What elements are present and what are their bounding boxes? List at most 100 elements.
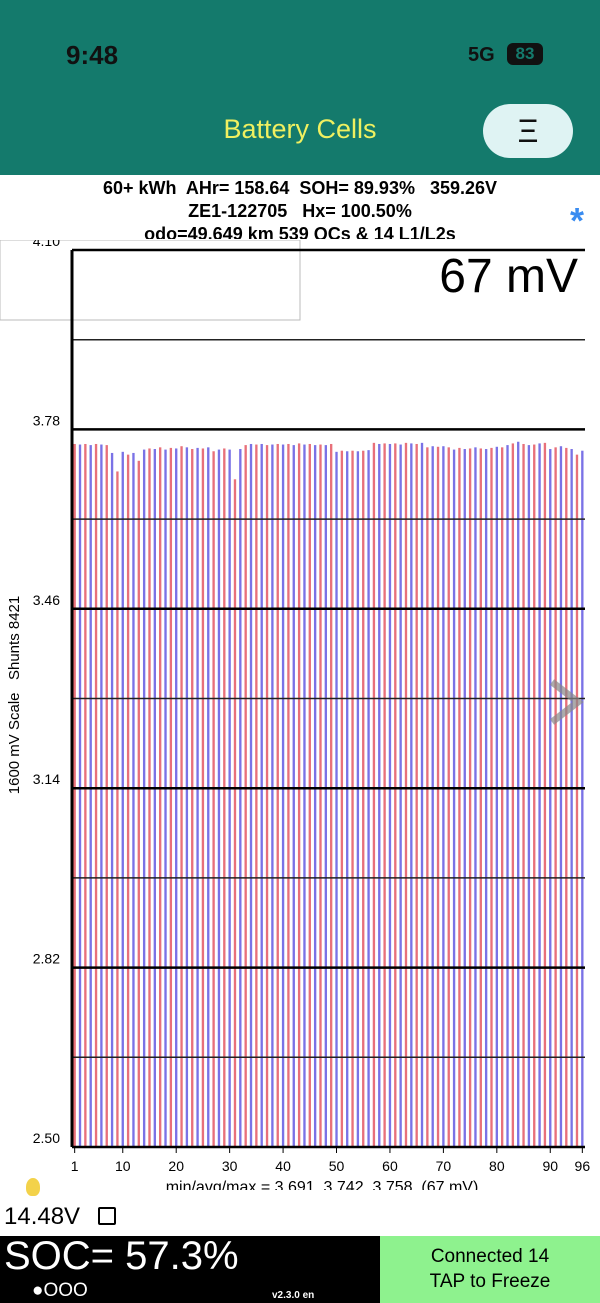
bar bbox=[565, 447, 568, 1147]
x-tick-label: 90 bbox=[542, 1158, 558, 1174]
bar bbox=[511, 443, 515, 1147]
bar bbox=[522, 443, 525, 1147]
x-tick-label: 30 bbox=[222, 1158, 238, 1174]
voltage: 14.48V bbox=[4, 1203, 81, 1230]
bar bbox=[271, 444, 274, 1147]
bar bbox=[153, 449, 157, 1148]
x-tick-label: 60 bbox=[382, 1158, 398, 1174]
version: v2.3.0 en bbox=[272, 1290, 315, 1301]
soc: SOC= 57.3% bbox=[4, 1234, 239, 1278]
bar bbox=[164, 449, 167, 1147]
bar bbox=[388, 443, 392, 1147]
x-tick-label: 80 bbox=[489, 1158, 505, 1174]
bar bbox=[185, 447, 189, 1148]
bar bbox=[570, 449, 573, 1148]
bar bbox=[292, 445, 295, 1147]
bar bbox=[281, 444, 285, 1147]
bar bbox=[84, 443, 87, 1147]
x-tick-label: 40 bbox=[275, 1158, 291, 1174]
battery: 83 bbox=[507, 43, 543, 65]
y-tick-label: 3.14 bbox=[33, 771, 60, 787]
bar bbox=[442, 446, 445, 1147]
spread: 67 mV bbox=[439, 250, 578, 303]
bar bbox=[495, 446, 499, 1147]
bar bbox=[89, 445, 92, 1147]
bar bbox=[116, 471, 119, 1147]
bar bbox=[100, 444, 103, 1147]
bar bbox=[484, 449, 488, 1148]
page-dots: ●OOO bbox=[32, 1280, 88, 1301]
bar bbox=[458, 447, 461, 1147]
bar bbox=[500, 447, 504, 1148]
bar bbox=[362, 450, 365, 1147]
bar bbox=[303, 444, 306, 1147]
bar bbox=[244, 445, 247, 1147]
calendar-icon bbox=[98, 1207, 116, 1225]
bar bbox=[313, 445, 317, 1147]
bar bbox=[223, 448, 226, 1147]
bar bbox=[543, 442, 547, 1147]
bar bbox=[452, 449, 456, 1147]
bar bbox=[506, 445, 509, 1147]
bar bbox=[324, 445, 328, 1147]
bar bbox=[249, 443, 253, 1147]
x-tick-label: 1 bbox=[71, 1158, 79, 1174]
bar bbox=[175, 448, 178, 1147]
bar bbox=[383, 443, 386, 1147]
bar bbox=[474, 447, 477, 1148]
bar bbox=[329, 443, 333, 1147]
bar bbox=[78, 444, 82, 1147]
bar bbox=[73, 443, 76, 1147]
bar bbox=[335, 451, 338, 1147]
bar bbox=[207, 447, 210, 1148]
bar bbox=[490, 447, 493, 1147]
bar bbox=[142, 449, 146, 1147]
y-tick-label: 2.50 bbox=[33, 1130, 60, 1146]
bar bbox=[554, 447, 557, 1148]
bar bbox=[340, 450, 344, 1147]
header-line: odo=49,649 km 539 QCs & 14 L1/L2s bbox=[144, 224, 456, 239]
bar bbox=[410, 443, 413, 1147]
bar bbox=[533, 444, 536, 1147]
bar bbox=[239, 449, 242, 1148]
bar bbox=[527, 445, 531, 1147]
bar bbox=[191, 449, 194, 1148]
header-line: ZE1-122705 Hx= 100.50% bbox=[188, 201, 412, 221]
bar bbox=[581, 450, 584, 1147]
header-line: 60+ kWh AHr= 158.64 SOH= 89.93% 359.26V bbox=[102, 178, 498, 198]
bar bbox=[276, 443, 279, 1147]
x-tick-label: 70 bbox=[436, 1158, 452, 1174]
bar bbox=[180, 446, 183, 1147]
chart: 4.10 3.78 3.46 3.14 2.82 2.50 1 10 20 30 40 50 60 70 8… bbox=[0, 240, 591, 1190]
bar bbox=[378, 443, 381, 1147]
bar bbox=[228, 449, 231, 1147]
bar bbox=[110, 452, 114, 1147]
next-arrow bbox=[549, 679, 584, 725]
bar bbox=[436, 446, 440, 1147]
status: Connected 14 bbox=[430, 1246, 550, 1267]
bar bbox=[447, 447, 450, 1148]
connect-button[interactable] bbox=[380, 1236, 600, 1303]
y-tick-label: 2.82 bbox=[33, 951, 60, 967]
bar bbox=[94, 443, 98, 1147]
clock: 9:48 bbox=[66, 40, 119, 70]
bar bbox=[158, 447, 162, 1148]
bar bbox=[468, 448, 472, 1147]
x-tick-label: 50 bbox=[329, 1158, 345, 1174]
bar bbox=[121, 451, 124, 1147]
star[interactable]: * bbox=[570, 200, 585, 241]
bar bbox=[538, 443, 541, 1147]
y-axis-label: 1600 mV Scale Shunts 8421 bbox=[6, 596, 23, 794]
x-tick-label: 96 bbox=[575, 1158, 591, 1174]
bar bbox=[415, 443, 418, 1147]
overlay-box bbox=[0, 240, 301, 321]
network: 5G bbox=[468, 44, 495, 66]
menu-button[interactable]: Ξ bbox=[483, 104, 573, 158]
bar bbox=[463, 449, 466, 1148]
bar bbox=[431, 446, 434, 1147]
bar bbox=[287, 443, 290, 1147]
bar bbox=[308, 443, 311, 1147]
bar bbox=[260, 443, 263, 1147]
bar bbox=[351, 450, 354, 1147]
